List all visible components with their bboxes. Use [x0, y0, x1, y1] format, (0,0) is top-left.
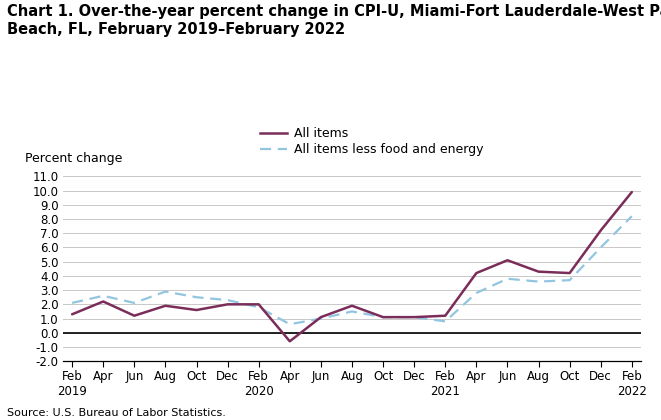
All items — [254, 302, 262, 307]
All items — [379, 315, 387, 320]
All items less food and energy — [130, 300, 138, 305]
All items less food and energy — [192, 295, 200, 300]
All items less food and energy — [410, 315, 418, 320]
All items — [68, 312, 76, 317]
All items — [566, 270, 574, 276]
All items less food and energy — [442, 319, 449, 324]
All items less food and energy — [317, 316, 325, 321]
All items less food and energy — [286, 322, 293, 327]
All items — [348, 303, 356, 308]
All items less food and energy — [348, 309, 356, 314]
All items — [535, 269, 543, 274]
All items less food and energy — [566, 278, 574, 283]
All items — [317, 315, 325, 320]
All items less food and energy — [223, 297, 231, 302]
All items less food and energy — [379, 315, 387, 320]
All items less food and energy — [504, 276, 512, 281]
Legend: All items, All items less food and energy: All items, All items less food and energ… — [260, 127, 483, 156]
All items less food and energy — [473, 291, 481, 296]
All items — [597, 228, 605, 233]
Line: All items: All items — [72, 192, 632, 341]
Text: Chart 1. Over-the-year percent change in CPI-U, Miami-Fort Lauderdale-West Palm
: Chart 1. Over-the-year percent change in… — [7, 4, 661, 37]
All items — [192, 307, 200, 312]
All items less food and energy — [99, 293, 107, 298]
Line: All items less food and energy: All items less food and energy — [72, 216, 632, 324]
All items — [161, 303, 169, 308]
All items — [504, 258, 512, 263]
All items less food and energy — [68, 300, 76, 305]
All items less food and energy — [161, 289, 169, 294]
Text: Percent change: Percent change — [25, 152, 122, 165]
All items — [442, 313, 449, 318]
All items — [286, 339, 293, 344]
All items less food and energy — [628, 214, 636, 219]
All items less food and energy — [535, 279, 543, 284]
All items less food and energy — [254, 304, 262, 310]
All items — [473, 270, 481, 276]
Text: Source: U.S. Bureau of Labor Statistics.: Source: U.S. Bureau of Labor Statistics. — [7, 408, 225, 418]
All items — [628, 189, 636, 194]
All items — [410, 315, 418, 320]
All items — [130, 313, 138, 318]
All items less food and energy — [597, 245, 605, 250]
All items — [99, 299, 107, 304]
All items — [223, 302, 231, 307]
